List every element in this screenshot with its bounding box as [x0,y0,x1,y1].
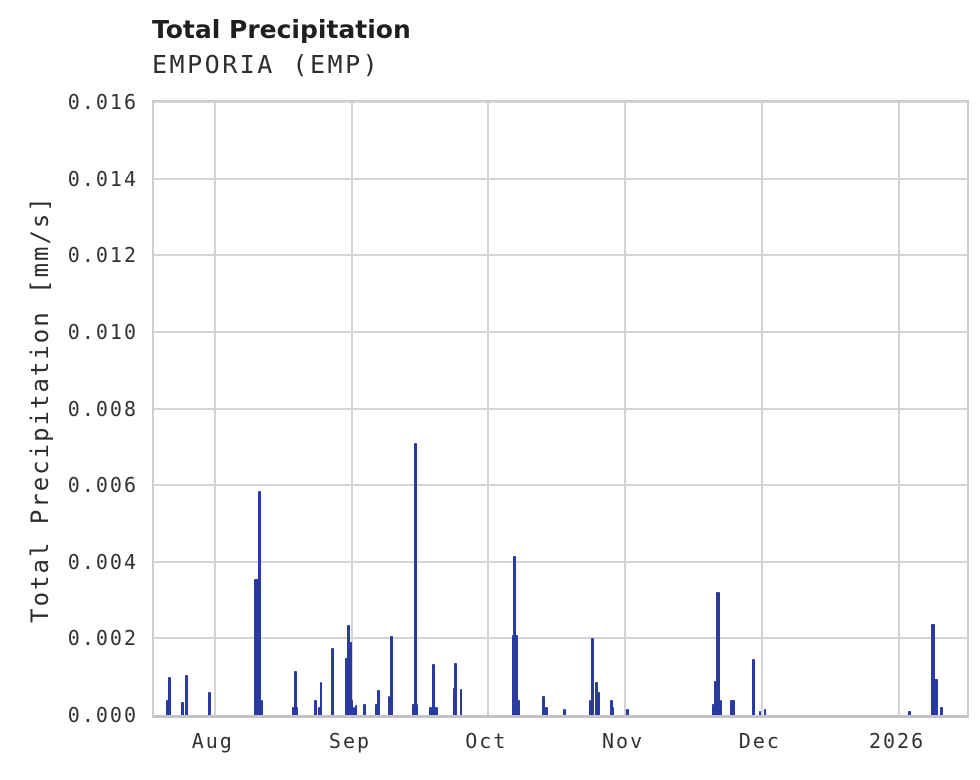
precip-bar [429,707,433,715]
precip-bar [589,699,592,715]
precip-bar [563,709,566,715]
precip-bar [931,623,936,715]
h-gridline [154,330,967,333]
x-tick-label: Nov [602,729,645,753]
h-gridline [154,637,967,640]
precip-bar [181,701,184,715]
y-tick-label: 0.000 [67,703,138,727]
x-tick-label: Dec [738,729,781,753]
precip-bar [350,699,354,715]
h-gridline [154,560,967,563]
y-axis-tick-labels: 0.000 0.002 0.004 0.006 0.008 0.010 0.012 0.014… [0,90,138,727]
precip-bar [939,707,943,715]
x-tick-label: Sep [328,729,372,753]
precip-bar [590,637,594,715]
precip-bar [751,659,756,715]
y-tick-label: 0.012 [67,243,138,268]
y-tick-label: 0.004 [67,549,138,574]
h-gridline [154,101,967,103]
precip-bar [260,699,263,715]
precip-bar [453,662,457,715]
x-tick-label: Oct [465,729,508,753]
y-tick-label: 0.016 [67,90,138,114]
h-gridline [154,177,967,180]
precip-bar [763,709,767,715]
x-tick-label: Aug [191,729,234,753]
precip-bar [387,695,391,715]
precip-bar [253,579,259,715]
v-gridline [213,102,216,715]
precip-bar [934,678,939,715]
precip-bar [544,707,548,715]
precip-bar [612,707,615,715]
precip-bar [908,711,912,715]
precip-bar [730,699,736,715]
precip-bar [345,657,348,715]
y-tick-label: 0.010 [67,319,138,344]
precip-bar [434,707,438,715]
v-gridline [350,102,353,715]
h-gridline [154,407,967,410]
precip-bar [319,682,323,715]
precip-bar [355,705,358,715]
precip-bar [377,690,381,715]
precip-bar [317,707,320,715]
precip-bar [459,689,463,715]
precip-bar [715,592,720,715]
precip-bar [313,699,317,715]
precip-bar [349,642,352,715]
precip-bar [609,699,613,715]
precip-bar [759,711,762,715]
x-tick-label: 2026 [868,729,926,753]
x-axis-tick-labels: Aug Sep Oct Nov Dec 2026 [152,728,965,758]
precip-bar [413,442,418,715]
precip-bar [257,490,261,715]
v-gridline [898,102,901,715]
precip-bar [452,688,455,715]
v-gridline [760,102,763,715]
precip-bar [720,699,723,715]
precip-bar [362,703,366,715]
precip-bar [168,676,171,715]
plot-area [152,100,969,718]
precip-bar [389,636,393,715]
y-tick-label: 0.002 [67,626,138,651]
h-gridline [154,484,967,487]
chart-subtitle: EMPORIA (EMP) [152,50,381,79]
precip-bar [346,624,350,715]
precip-bar [512,556,516,715]
precip-bar [595,682,598,715]
y-tick-label: 0.006 [67,473,138,498]
precip-bar [597,692,600,715]
v-gridline [624,102,627,715]
y-tick-label: 0.014 [67,166,138,191]
precip-bar [625,709,629,715]
precip-bar [431,664,435,715]
chart-title: Total Precipitation [152,15,411,44]
precip-bar [207,692,212,715]
precip-bar [331,647,335,715]
precip-bar [294,670,297,715]
h-gridline [154,254,967,257]
precip-bar [353,707,356,715]
precip-bar [542,695,546,715]
precip-bar [184,674,188,715]
v-gridline [487,102,490,715]
precip-bar [374,703,378,715]
y-tick-label: 0.008 [67,396,138,421]
